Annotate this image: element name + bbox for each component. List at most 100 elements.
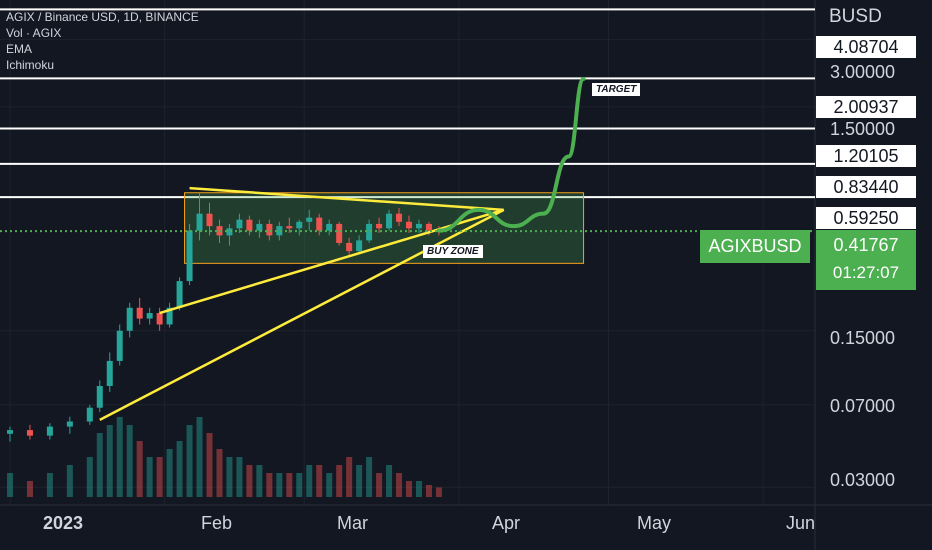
x-tick-jun: Jun — [786, 513, 816, 533]
volume-bar — [196, 417, 203, 497]
candle-body — [186, 230, 193, 282]
candle-body — [156, 313, 163, 325]
candle-body — [396, 213, 403, 222]
indicator-ema[interactable]: EMA — [6, 42, 33, 56]
ticker-tag: AGIXBUSD — [700, 230, 810, 263]
candle-body — [425, 223, 432, 231]
level-label-2-00937[interactable]: 2.00937 — [816, 96, 916, 118]
x-tick-may: May — [637, 513, 672, 533]
projection-path — [436, 76, 586, 233]
symbol-title[interactable]: AGIX / Binance USD, 1D, BINANCE — [6, 10, 199, 24]
volume-bar — [146, 457, 153, 497]
volume-bar — [7, 473, 13, 497]
candle-body — [206, 213, 213, 227]
candle-body — [7, 430, 13, 434]
volume-bar — [256, 465, 263, 497]
candle-body — [96, 385, 103, 408]
candle-body — [266, 223, 273, 236]
level-label-4-08704[interactable]: 4.08704 — [816, 36, 916, 58]
volume-bar — [86, 457, 93, 497]
candle-body — [286, 226, 293, 229]
volume-bar — [326, 473, 333, 497]
volume-bar — [126, 425, 133, 497]
candle-body — [296, 221, 303, 229]
volume-bar — [376, 473, 383, 497]
volume-bar — [415, 481, 422, 497]
candle-body — [406, 221, 412, 229]
volume-bar — [296, 473, 303, 497]
candle-body — [176, 281, 183, 308]
volume-bar — [166, 449, 173, 497]
candle-body — [136, 307, 143, 319]
candle-body — [196, 213, 203, 231]
candle-body — [86, 407, 93, 422]
volume-bar — [396, 473, 403, 497]
candle-body — [166, 307, 173, 325]
volume-bar — [106, 425, 113, 497]
candle-body — [66, 421, 73, 427]
last-price-value: 0.41767 — [833, 235, 899, 255]
target-annotation[interactable]: TARGET — [592, 83, 641, 96]
candle-body — [216, 226, 223, 236]
volume-bar — [136, 441, 143, 497]
volume-bar — [186, 425, 193, 497]
candle-body — [236, 219, 243, 229]
volume-bar — [46, 473, 53, 497]
volume-bar — [26, 481, 33, 497]
y-tick-0-15: 0.15000 — [830, 328, 896, 348]
buy-zone-annotation[interactable]: BUY ZONE — [423, 245, 483, 258]
candle-body — [336, 223, 343, 243]
candle-body — [356, 240, 363, 252]
candle-body — [346, 242, 353, 252]
volume-bar — [116, 417, 123, 497]
axis-currency[interactable]: BUSD — [829, 6, 882, 27]
candle-body — [316, 217, 323, 231]
candle-body — [46, 426, 53, 436]
volume-bar — [216, 449, 223, 497]
trendlines — [99, 186, 505, 421]
volume-bars — [7, 417, 442, 497]
x-tick-2023: 2023 — [43, 513, 84, 533]
trendline — [99, 208, 505, 421]
volume-bar — [356, 465, 363, 497]
indicator-ichimoku[interactable]: Ichimoku — [6, 58, 55, 72]
candle-body — [146, 313, 153, 319]
candle-body — [386, 213, 393, 229]
candle-body — [415, 223, 422, 229]
candle-body — [326, 223, 333, 231]
buy-zone-layer — [184, 192, 585, 264]
level-label-1-20105[interactable]: 1.20105 — [816, 145, 916, 167]
x-tick-feb: Feb — [201, 513, 233, 533]
candle-body — [116, 330, 123, 361]
candle-body — [126, 307, 133, 331]
level-label-0-59250[interactable]: 0.59250 — [816, 207, 916, 229]
candle-body — [306, 217, 313, 222]
volume-bar — [406, 481, 412, 497]
candle-body — [256, 223, 263, 231]
candle-body — [376, 223, 383, 229]
candle-body — [106, 360, 113, 386]
volume-bar — [306, 465, 313, 497]
candle-body — [226, 228, 233, 236]
trendline — [189, 186, 504, 212]
volume-bar — [386, 465, 393, 497]
volume-bar — [346, 457, 353, 497]
volume-bar — [435, 487, 442, 497]
x-tick-mar: Mar — [337, 513, 368, 533]
chart-legend[interactable]: AGIX / Binance USD, 1D, BINANCE Vol · AG… — [6, 9, 199, 73]
volume-bar — [206, 433, 213, 497]
level-label-0-83440[interactable]: 0.83440 — [816, 176, 916, 198]
candles — [7, 192, 442, 442]
volume-bar — [66, 465, 73, 497]
volume-bar — [425, 485, 432, 497]
y-tick-1-5: 1.50000 — [830, 119, 896, 139]
buy-zone-box — [184, 192, 585, 264]
volume-bar — [156, 457, 163, 497]
volume-bar — [276, 473, 283, 497]
y-tick-0-07: 0.07000 — [830, 396, 896, 416]
candle-body — [246, 219, 253, 231]
indicator-volume[interactable]: Vol · AGIX — [6, 26, 62, 40]
volume-bar — [96, 433, 103, 497]
